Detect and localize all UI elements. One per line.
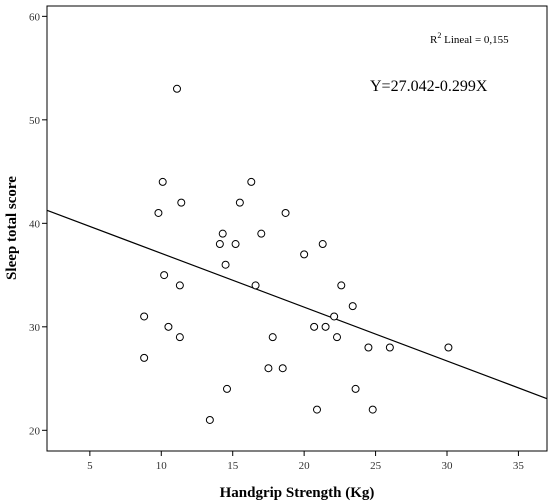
data-point <box>175 333 184 342</box>
data-point <box>173 84 181 93</box>
regression-line <box>46 209 548 400</box>
x-axis-title: Handgrip Strength (Kg) <box>220 485 375 501</box>
data-point <box>368 405 377 414</box>
data-point <box>278 364 287 373</box>
y-tick-label: 30 <box>29 322 41 334</box>
data-point <box>221 260 230 269</box>
y-axis-title: Sleep total score <box>4 176 20 280</box>
x-axis-ticks: 5 10 15 20 25 30 35 <box>87 451 524 472</box>
y-tick-label: 40 <box>29 218 41 230</box>
x-tick-label: 15 <box>227 460 239 472</box>
data-point <box>348 302 357 311</box>
data-point <box>351 384 360 393</box>
x-tick-label: 20 <box>299 460 311 472</box>
y-tick-label: 20 <box>29 425 41 437</box>
x-tick-label: 5 <box>87 460 93 472</box>
data-point <box>175 281 184 290</box>
data-point <box>235 198 244 207</box>
data-point <box>247 177 256 186</box>
data-point <box>154 208 163 217</box>
data-point <box>333 333 341 342</box>
r2-superscript: 2 <box>437 31 441 40</box>
data-point <box>364 343 373 352</box>
data-point <box>140 312 149 321</box>
x-tick-label: 10 <box>156 460 168 472</box>
data-point <box>218 229 227 238</box>
data-point <box>444 343 453 352</box>
r2-text: Lineal = 0,155 <box>441 34 509 46</box>
x-tick-label: 30 <box>442 460 454 472</box>
data-point <box>205 415 214 424</box>
data-point <box>264 364 273 373</box>
data-point <box>158 177 167 186</box>
data-point <box>164 322 173 331</box>
data-point <box>231 240 240 249</box>
data-point <box>140 353 149 362</box>
data-point <box>257 229 266 238</box>
equation-annotation: Y=27.042-0.299X <box>370 78 488 95</box>
data-points <box>140 84 453 424</box>
data-point <box>251 281 260 290</box>
r2-prefix: R <box>430 34 438 46</box>
y-tick-label: 60 <box>29 11 41 23</box>
data-point <box>268 333 277 342</box>
data-point <box>385 343 394 352</box>
data-point <box>300 250 309 259</box>
x-tick-label: 25 <box>370 460 382 472</box>
data-point <box>177 198 186 207</box>
data-point <box>310 322 319 331</box>
y-tick-label: 50 <box>29 115 41 127</box>
r2-annotation: R2 Lineal = 0,155 <box>430 31 509 46</box>
data-point <box>318 240 327 249</box>
y-axis-ticks: 20 30 40 50 60 <box>29 11 47 437</box>
data-point <box>215 240 224 249</box>
data-point <box>160 271 169 280</box>
data-point <box>330 312 339 321</box>
data-point <box>321 322 330 331</box>
plot-area <box>46 5 548 452</box>
data-point <box>337 281 346 290</box>
data-point <box>313 405 321 414</box>
x-tick-label: 35 <box>513 460 525 472</box>
data-point <box>223 384 231 393</box>
data-point <box>281 208 290 217</box>
